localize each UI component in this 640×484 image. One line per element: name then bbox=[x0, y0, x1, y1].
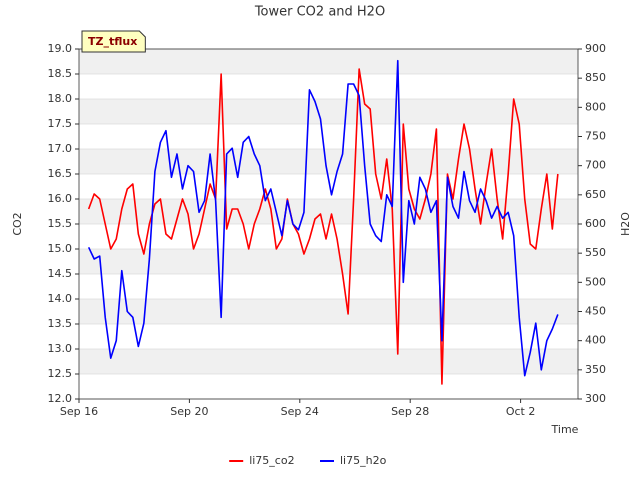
y-tick-label: 14.0 bbox=[48, 292, 73, 305]
x-tick-label: Sep 28 bbox=[391, 405, 429, 418]
legend-label: li75_h2o bbox=[340, 454, 387, 467]
y-tick-label: 18.5 bbox=[48, 67, 73, 80]
y-tick-label: 12.0 bbox=[48, 392, 73, 405]
x-tick-label: Sep 16 bbox=[60, 405, 98, 418]
x-tick-label: Sep 20 bbox=[170, 405, 208, 418]
x-tick-label: Sep 24 bbox=[281, 405, 319, 418]
y-tick-label: 13.0 bbox=[48, 342, 73, 355]
y-tick-label: 19.0 bbox=[48, 42, 73, 55]
y-tick-label: 12.5 bbox=[48, 367, 73, 380]
annotation-box bbox=[81, 30, 146, 53]
annotation: TZ_tflux bbox=[88, 35, 137, 48]
y-tick-label: 16.5 bbox=[48, 167, 73, 180]
y-tick-label: 13.5 bbox=[48, 317, 73, 330]
y2-tick-label: 600 bbox=[585, 217, 606, 230]
grid-band bbox=[79, 149, 578, 174]
y2-tick-label: 550 bbox=[585, 246, 606, 259]
y-tick-label: 17.5 bbox=[48, 117, 73, 130]
grid-band bbox=[79, 99, 578, 124]
grid-band bbox=[79, 49, 578, 74]
y-tick-label: 14.5 bbox=[48, 267, 73, 280]
plot-frame bbox=[78, 48, 579, 400]
y-tick-label: 15.0 bbox=[48, 242, 73, 255]
grid-band bbox=[79, 199, 578, 224]
x-tick-label: Oct 2 bbox=[506, 405, 536, 418]
y2-tick-label: 850 bbox=[585, 71, 606, 84]
data-line bbox=[87, 59, 559, 377]
legend-label: li75_co2 bbox=[249, 454, 294, 467]
y2-tick-label: 400 bbox=[585, 334, 606, 347]
y-tick-label: 15.5 bbox=[48, 217, 73, 230]
y2-tick-label: 700 bbox=[585, 159, 606, 172]
y2-axis-label: H2O bbox=[619, 212, 632, 236]
y2-tick-label: 450 bbox=[585, 305, 606, 318]
y2-tick-label: 650 bbox=[585, 188, 606, 201]
x-axis-label: Time bbox=[551, 423, 579, 436]
grid-band bbox=[79, 299, 578, 324]
data-line bbox=[87, 68, 559, 385]
y-tick-label: 17.0 bbox=[48, 142, 73, 155]
y2-tick-label: 800 bbox=[585, 100, 606, 113]
grid-band bbox=[79, 349, 578, 374]
y2-tick-label: 350 bbox=[585, 363, 606, 376]
grid-band bbox=[79, 249, 578, 274]
y2-tick-label: 300 bbox=[585, 392, 606, 405]
y-tick-label: 16.0 bbox=[48, 192, 73, 205]
y2-tick-label: 750 bbox=[585, 130, 606, 143]
y2-tick-label: 500 bbox=[585, 275, 606, 288]
chart-title: Tower CO2 and H2O bbox=[254, 5, 385, 20]
y-tick-label: 18.0 bbox=[48, 92, 73, 105]
y-axis-label: CO2 bbox=[11, 212, 24, 235]
y2-tick-label: 900 bbox=[585, 42, 606, 55]
